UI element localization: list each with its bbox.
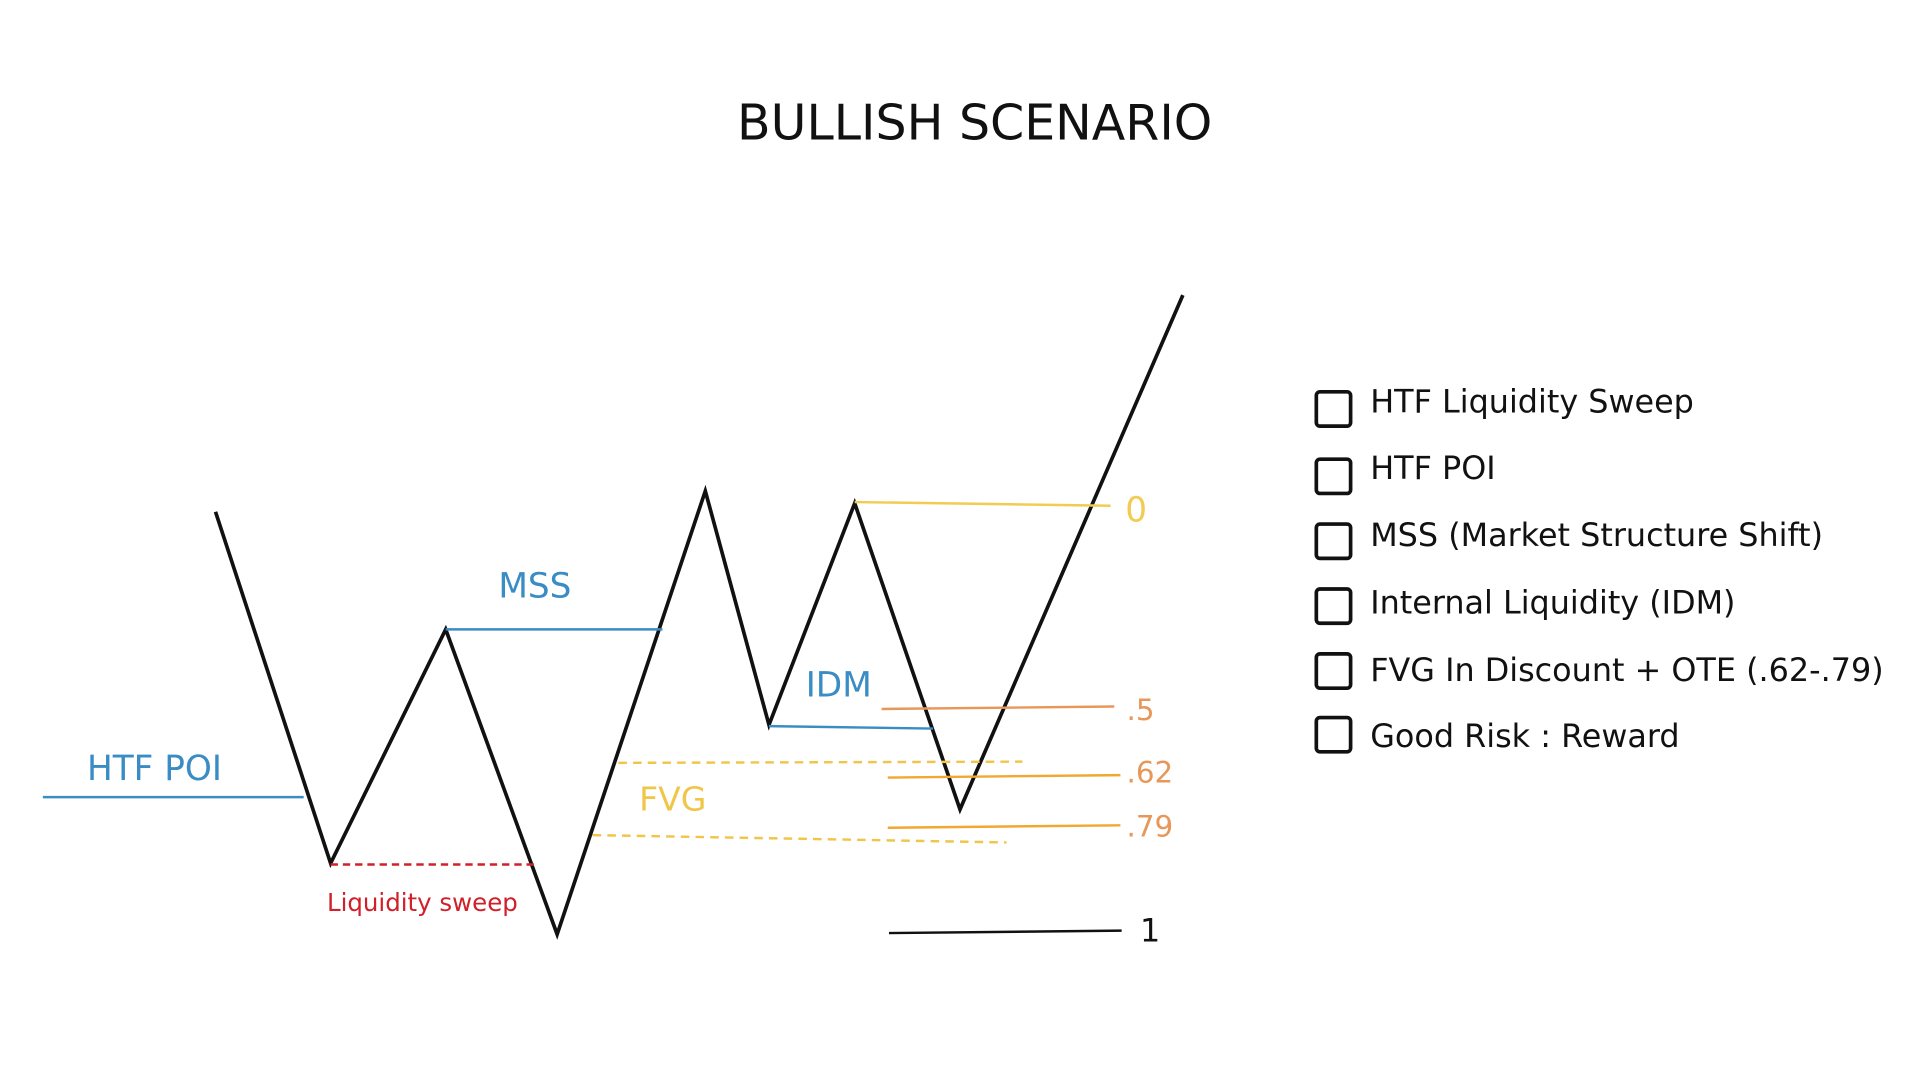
fvg-bottom-line: [592, 833, 1007, 844]
fib-05-line: [881, 705, 1115, 711]
checkbox-icon[interactable]: [1314, 587, 1353, 626]
checklist: HTF Liquidity Sweep HTF POI MSS (Market …: [1314, 383, 1884, 755]
fib-0-label: 0: [1125, 491, 1147, 531]
checkbox-icon[interactable]: [1314, 457, 1353, 496]
checkbox-icon[interactable]: [1314, 715, 1353, 754]
checkbox-icon[interactable]: [1314, 390, 1353, 428]
fib-079-label: .79: [1127, 809, 1174, 843]
htf-poi-label: HTF POI: [87, 749, 222, 789]
fvg-top-line: [618, 760, 1023, 765]
checklist-item: Internal Liquidity (IDM): [1370, 583, 1735, 621]
liquidity-sweep-label: Liquidity sweep: [327, 888, 518, 917]
idm-label: IDM: [806, 666, 872, 706]
checklist-item: HTF Liquidity Sweep: [1370, 383, 1694, 421]
fib-05-label: .5: [1127, 693, 1155, 727]
checklist-item: MSS (Market Structure Shift): [1370, 516, 1823, 554]
checkbox-icon[interactable]: [1314, 652, 1353, 690]
fib-1-label: 1: [1140, 912, 1160, 950]
mss-label: MSS: [498, 567, 571, 607]
fvg-label: FVG: [639, 780, 706, 819]
checklist-item: HTF POI: [1370, 449, 1495, 487]
price-path: [213, 294, 1185, 940]
fib-1-line: [888, 929, 1122, 935]
fib-062-line: [887, 773, 1121, 779]
fib-0-line: [854, 500, 1111, 507]
fib-079-line: [887, 824, 1121, 829]
checkbox-icon[interactable]: [1314, 522, 1353, 561]
fib-062-label: .62: [1127, 755, 1174, 789]
checklist-item: FVG In Discount + OTE (.62-.79): [1370, 651, 1883, 689]
diagram-title: BULLISH SCENARIO: [737, 95, 1212, 152]
idm-line: [768, 724, 934, 730]
checklist-item: Good Risk : Reward: [1370, 717, 1679, 755]
